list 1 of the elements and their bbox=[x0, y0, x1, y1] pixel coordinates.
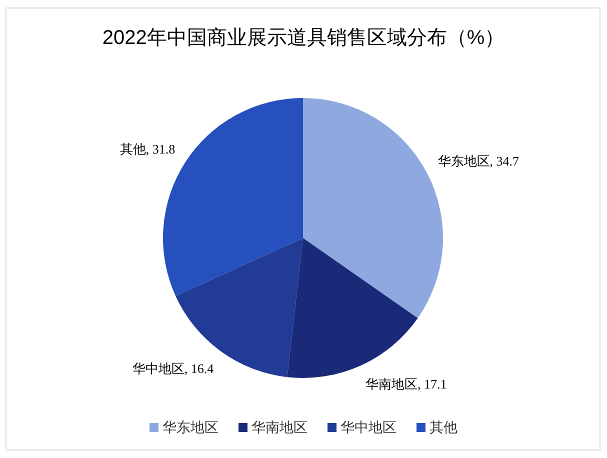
title: 2022年中国商业展示道具销售区域分布（%） bbox=[102, 27, 505, 49]
